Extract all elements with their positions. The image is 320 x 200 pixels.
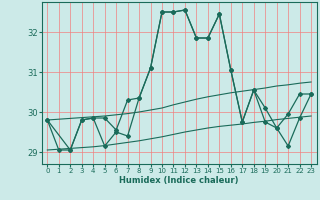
X-axis label: Humidex (Indice chaleur): Humidex (Indice chaleur) xyxy=(119,176,239,185)
